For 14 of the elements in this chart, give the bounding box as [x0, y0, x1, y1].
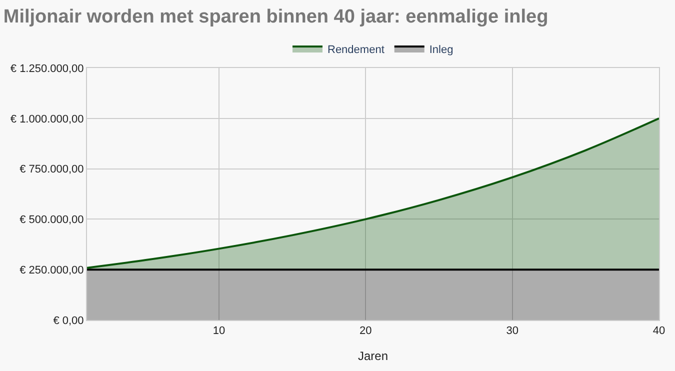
- x-tick-label: 40: [652, 325, 666, 338]
- y-tick-label: € 750.000,00: [20, 164, 84, 176]
- y-tick-label: € 250.000,00: [20, 264, 84, 276]
- chart-title: Miljonair worden met sparen binnen 40 jaar: eenmalige inleg: [3, 6, 548, 28]
- legend-label: Inleg: [429, 44, 454, 56]
- legend-label: Rendement: [328, 44, 384, 56]
- y-tick-label: € 500.000,00: [20, 214, 84, 226]
- x-axis-title: Jaren: [358, 349, 388, 364]
- y-tick-label: € 1.000.000,00: [10, 113, 84, 126]
- x-tick-label: 30: [506, 325, 518, 338]
- y-tick-label: € 1.250.000,00: [10, 62, 84, 75]
- y-tick-label: € 0,00: [53, 314, 84, 327]
- x-tick-label: 10: [212, 325, 226, 338]
- x-tick-label: 20: [360, 325, 372, 338]
